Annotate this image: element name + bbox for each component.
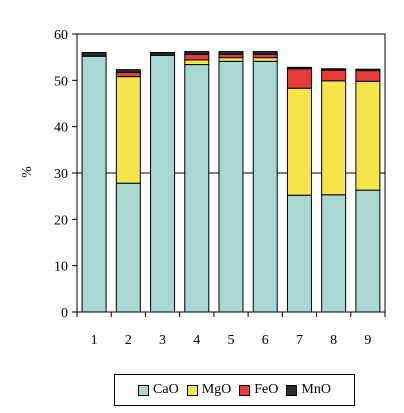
x-tick-label: 3 — [159, 333, 166, 348]
bar-mgo-2 — [115, 76, 141, 184]
x-tick-label: 7 — [296, 333, 303, 348]
bar-mgo-6 — [252, 57, 278, 62]
bar-cao-7 — [286, 194, 312, 313]
y-tick-label: 40 — [54, 121, 68, 136]
bar-feo-2 — [115, 71, 141, 78]
bar-mno-1 — [81, 52, 107, 57]
bar-feo-4 — [184, 53, 210, 61]
x-tick-label: 2 — [125, 333, 132, 348]
legend-swatch — [138, 384, 150, 396]
bar-cao-5 — [218, 60, 244, 313]
bar-mno-2 — [115, 69, 141, 73]
bar-mgo-8 — [321, 80, 347, 196]
x-tick-label: 5 — [228, 333, 235, 348]
bar-mgo-7 — [286, 87, 312, 196]
bars — [81, 51, 381, 313]
bar-cao-2 — [115, 182, 141, 313]
axes — [72, 33, 386, 317]
legend-label: MgO — [201, 382, 232, 397]
bar-mno-8 — [321, 68, 347, 71]
y-tick-label: 20 — [54, 213, 68, 228]
bar-mno-6 — [252, 51, 278, 55]
legend-label: MnO — [301, 382, 331, 397]
y-axis-label: % — [20, 166, 35, 178]
legend-swatch — [186, 384, 198, 396]
legend-item-feo: FeO — [239, 382, 278, 398]
bar-mno-3 — [150, 52, 176, 56]
bar-mgo-9 — [355, 80, 381, 191]
legend-label: FeO — [254, 382, 279, 397]
bar-cao-4 — [184, 64, 210, 313]
legend-item-mgo: MgO — [186, 382, 232, 398]
legend: CaO MgO FeO MnO — [114, 374, 355, 406]
x-tick-label: 6 — [262, 333, 269, 348]
legend-label: CaO — [153, 382, 179, 397]
bar-feo-9 — [355, 70, 381, 82]
legend-swatch — [239, 384, 251, 396]
y-tick-label: 50 — [54, 74, 68, 89]
bar-mgo-4 — [184, 59, 210, 66]
x-tick-label: 1 — [91, 333, 98, 348]
bar-mgo-5 — [218, 57, 244, 62]
bar-feo-7 — [286, 68, 312, 89]
x-tick-label: 8 — [330, 333, 337, 348]
y-tick-label: 30 — [54, 167, 68, 182]
y-tick-label: 0 — [61, 306, 68, 321]
y-tick-label: 60 — [54, 28, 68, 43]
legend-item-mno: MnO — [286, 382, 331, 398]
x-tick-label: 4 — [193, 333, 200, 348]
x-tick-label: 9 — [364, 333, 371, 348]
bar-cao-6 — [252, 60, 278, 313]
y-tick-labels: 0 10 20 30 40 50 60 — [54, 28, 68, 321]
bar-cao-8 — [321, 194, 347, 313]
bar-feo-8 — [321, 69, 347, 82]
bar-cao-1 — [81, 55, 107, 313]
bar-cao-9 — [355, 189, 381, 313]
bar-mno-7 — [286, 66, 312, 70]
legend-swatch — [286, 384, 298, 396]
bar-cao-3 — [150, 54, 176, 313]
bar-mno-9 — [355, 68, 381, 72]
bar-mno-5 — [218, 51, 244, 55]
x-tick-labels: 1 2 3 4 5 6 7 8 9 — [91, 333, 372, 348]
legend-item-cao: CaO — [138, 382, 179, 398]
bar-mno-4 — [184, 51, 210, 55]
y-tick-label: 10 — [54, 260, 68, 275]
